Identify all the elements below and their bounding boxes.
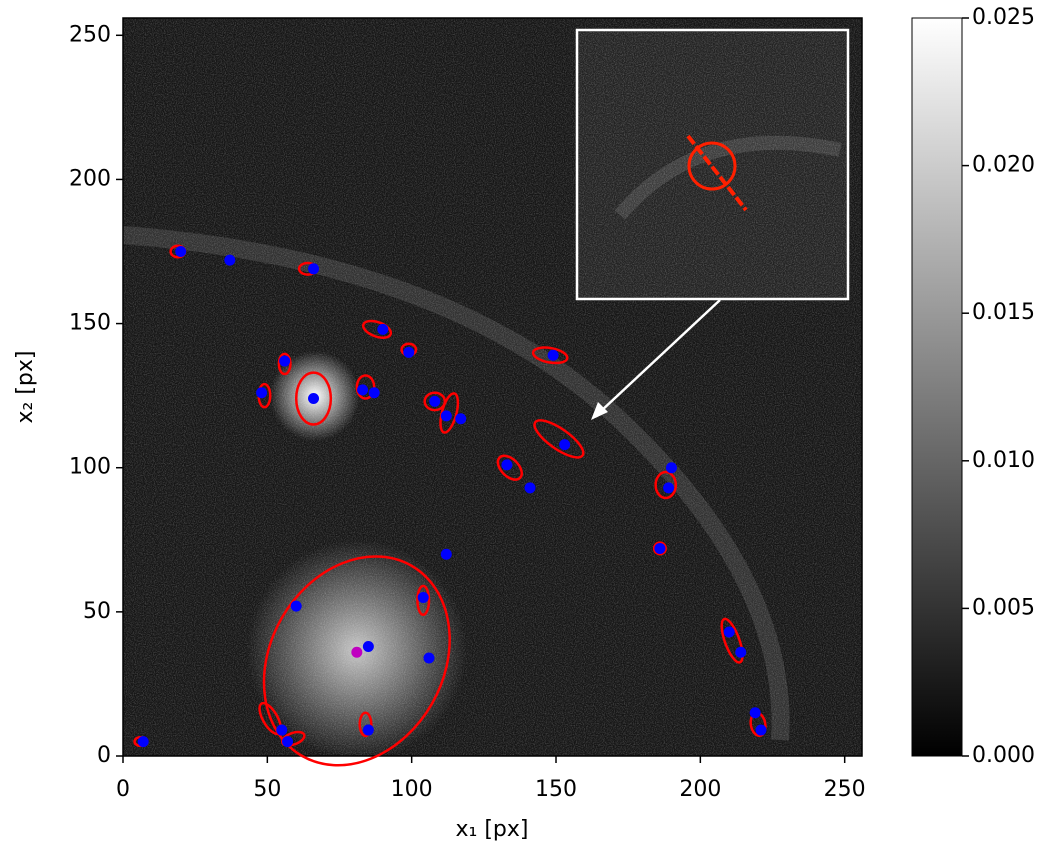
point bbox=[357, 384, 369, 396]
point bbox=[224, 254, 236, 266]
point bbox=[440, 548, 452, 560]
point bbox=[351, 646, 363, 658]
plot-frame bbox=[122, 17, 863, 757]
point bbox=[524, 482, 536, 494]
x-tick-label: 150 bbox=[535, 777, 577, 802]
ellipse bbox=[496, 454, 523, 481]
x-tick-label: 200 bbox=[679, 777, 721, 802]
inset bbox=[575, 28, 850, 420]
point bbox=[559, 439, 571, 451]
ellipse bbox=[652, 541, 667, 556]
point bbox=[256, 387, 268, 399]
colorbar-tick-label: 0.010 bbox=[972, 448, 1035, 473]
point bbox=[403, 346, 415, 358]
point bbox=[137, 736, 149, 748]
x-tick-label: 100 bbox=[391, 777, 433, 802]
y-tick-label: 200 bbox=[69, 166, 111, 191]
point bbox=[362, 640, 374, 652]
y-tick-label: 100 bbox=[69, 455, 111, 480]
point bbox=[279, 355, 291, 367]
ellipse bbox=[361, 319, 393, 339]
ellipse bbox=[531, 346, 569, 365]
ellipse bbox=[533, 419, 585, 459]
point bbox=[362, 724, 374, 736]
point bbox=[547, 349, 559, 361]
point bbox=[665, 462, 677, 474]
point bbox=[308, 263, 320, 275]
ellipse bbox=[262, 555, 451, 767]
ellipse bbox=[358, 711, 373, 738]
colorbar-tick-label: 0.025 bbox=[972, 5, 1035, 30]
ellipse bbox=[654, 470, 678, 500]
point bbox=[368, 387, 380, 399]
colorbar-tick-label: 0.000 bbox=[972, 743, 1035, 768]
colorbar-tick-label: 0.005 bbox=[972, 595, 1035, 620]
y-tick-label: 0 bbox=[97, 743, 111, 768]
point bbox=[455, 413, 467, 425]
colorbar-tick-label: 0.015 bbox=[972, 300, 1035, 325]
point bbox=[654, 542, 666, 554]
x-tick-label: 50 bbox=[253, 777, 281, 802]
x-tick-label: 0 bbox=[116, 777, 130, 802]
point bbox=[755, 724, 767, 736]
x-axis-label: x₁ [px] bbox=[456, 817, 529, 842]
point bbox=[663, 482, 675, 494]
point bbox=[429, 395, 441, 407]
ellipse bbox=[294, 371, 333, 426]
ellipse bbox=[439, 392, 460, 434]
colorbar-tick-label: 0.020 bbox=[972, 153, 1035, 178]
x-tick-label: 250 bbox=[824, 777, 866, 802]
y-axis-label: x₂ [px] bbox=[13, 351, 38, 424]
point bbox=[290, 600, 302, 612]
point bbox=[440, 410, 452, 422]
point bbox=[501, 459, 513, 471]
point bbox=[276, 724, 288, 736]
point bbox=[175, 246, 187, 258]
point bbox=[723, 626, 735, 638]
ellipse bbox=[416, 584, 431, 616]
point bbox=[749, 707, 761, 719]
y-tick-label: 150 bbox=[69, 311, 111, 336]
point bbox=[282, 736, 294, 748]
colorbar bbox=[911, 17, 963, 757]
ellipse bbox=[720, 617, 744, 664]
point bbox=[423, 652, 435, 664]
ellipse bbox=[277, 352, 292, 376]
y-tick-label: 250 bbox=[69, 22, 111, 47]
point bbox=[735, 646, 747, 658]
point bbox=[308, 393, 320, 405]
point bbox=[417, 591, 429, 603]
point bbox=[377, 323, 389, 335]
y-tick-label: 50 bbox=[83, 599, 111, 624]
ellipse bbox=[355, 374, 376, 400]
